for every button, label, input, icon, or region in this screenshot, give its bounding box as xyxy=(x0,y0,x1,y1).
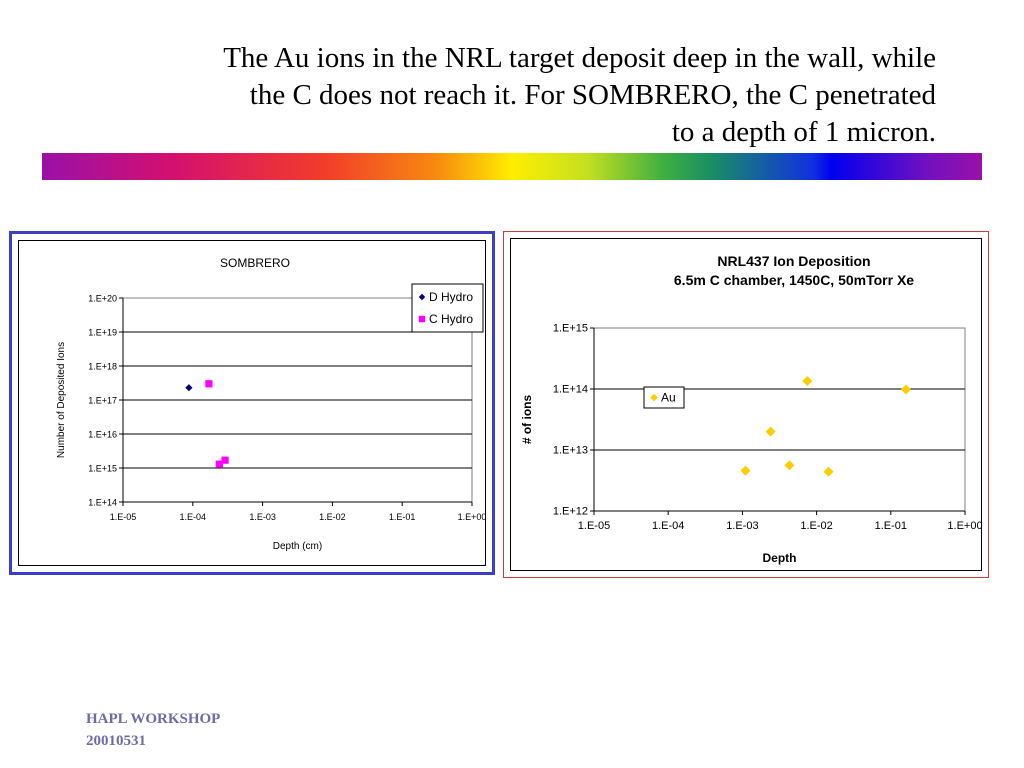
sombrero-chart: 1.E+20 1.E+19 1.E+18 1.E+17 1.E+16 1.E+15 1.E+… xyxy=(56,256,487,552)
x-tick-label: 1.E-01 xyxy=(389,512,416,522)
slide-title-line: the C does not reach it. For SOMBRERO, t… xyxy=(249,79,936,111)
nrl-chart-area: 1.E+15 1.E+14 1.E+13 1.E+12 1.E-05 1.E-04 1.E-… xyxy=(510,238,983,571)
data-point-au xyxy=(784,460,795,471)
y-tick-label: 1.E+14 xyxy=(88,498,117,508)
slide-title-line: to a depth of 1 micron. xyxy=(671,116,936,148)
nrl-chart: 1.E+15 1.E+14 1.E+13 1.E+12 1.E-05 1.E-04 1.E-… xyxy=(520,253,983,565)
legend-label: Au xyxy=(661,391,676,405)
x-tick-label: 1.E-04 xyxy=(652,520,684,532)
x-tick-label: 1.E-04 xyxy=(180,512,207,522)
data-point-c-hydro xyxy=(215,460,223,468)
x-tick-label: 1.E+00 xyxy=(947,520,982,532)
y-tick-label: 1.E+17 xyxy=(88,396,117,406)
legend-box xyxy=(411,283,484,333)
slide-title: The Au ions in the NRL target deposit de… xyxy=(76,40,936,151)
chart-subtitle: 6.5m C chamber, 1450C, 50mTorr Xe xyxy=(674,272,914,288)
y-tick-label: 1.E+12 xyxy=(553,506,588,518)
x-tick-label: 1.E-03 xyxy=(249,512,276,522)
x-tick-label: 1.E+00 xyxy=(458,512,487,522)
footer: HAPL WORKSHOP 20010531 xyxy=(86,708,220,752)
x-tick-label: 1.E-02 xyxy=(800,520,832,532)
footer-workshop: HAPL WORKSHOP xyxy=(86,711,221,727)
y-tick-label: 1.E+19 xyxy=(88,328,117,338)
x-axis-label: Depth (cm) xyxy=(273,541,322,552)
data-point-au xyxy=(740,465,751,476)
legend-label: D Hydro xyxy=(429,290,473,304)
x-tick-label: 1.E-05 xyxy=(578,520,610,532)
chart-title: SOMBRERO xyxy=(220,256,290,270)
sombrero-chart-frame: 1.E+20 1.E+19 1.E+18 1.E+17 1.E+16 1.E+15 1.E+… xyxy=(9,231,495,575)
y-tick-label: 1.E+15 xyxy=(88,464,117,474)
legend-marker xyxy=(418,315,426,323)
y-axis-label: Number of Deposited Ions xyxy=(56,342,67,458)
data-point-c-hydro xyxy=(221,456,229,464)
nrl-chart-frame: 1.E+15 1.E+14 1.E+13 1.E+12 1.E-05 1.E-04 1.E-… xyxy=(503,231,989,578)
y-tick-label: 1.E+18 xyxy=(88,362,117,372)
y-tick-label: 1.E+20 xyxy=(88,294,117,304)
x-tick-label: 1.E-05 xyxy=(110,512,137,522)
footer-date: 20010531 xyxy=(86,733,146,749)
y-axis-label: # of ions xyxy=(520,395,534,445)
slide-title-line: The Au ions in the NRL target deposit de… xyxy=(223,42,936,74)
x-tick-label: 1.E-02 xyxy=(319,512,346,522)
legend-label: C Hydro xyxy=(429,312,473,326)
sombrero-chart-area: 1.E+20 1.E+19 1.E+18 1.E+17 1.E+16 1.E+15 1.E+… xyxy=(18,240,486,566)
y-tick-label: 1.E+15 xyxy=(553,323,588,335)
plot-area xyxy=(593,327,966,512)
legend-box xyxy=(643,386,685,409)
x-tick-label: 1.E-03 xyxy=(726,520,758,532)
x-axis-label: Depth xyxy=(763,551,797,565)
chart-title: NRL437 Ion Deposition xyxy=(717,253,870,269)
y-tick-label: 1.E+14 xyxy=(553,384,588,396)
y-tick-label: 1.E+16 xyxy=(88,430,117,440)
rainbow-divider xyxy=(42,153,982,180)
data-point-au xyxy=(765,426,776,437)
data-point-au xyxy=(802,376,813,387)
x-tick-label: 1.E-01 xyxy=(875,520,907,532)
data-point-c-hydro xyxy=(205,380,213,388)
y-tick-label: 1.E+13 xyxy=(553,445,588,457)
legend-marker xyxy=(418,293,426,301)
data-point-au xyxy=(823,466,834,477)
data-point-au xyxy=(900,384,911,395)
